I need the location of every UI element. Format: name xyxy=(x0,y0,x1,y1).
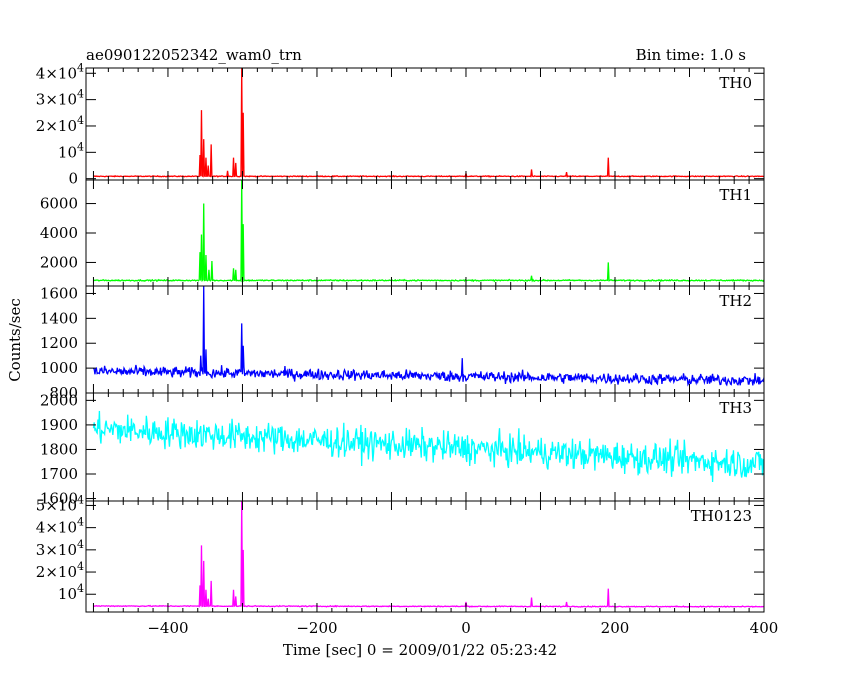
series-line-th0123 xyxy=(93,501,764,608)
y-tick-label: 2×104 xyxy=(36,114,84,135)
y-tick-label: 1700 xyxy=(40,465,78,483)
panel-frame xyxy=(85,67,765,181)
panel-th1: TH1 2000 4000 6000 xyxy=(40,179,765,287)
chart-title: ae090122052342_wam0_trn xyxy=(86,46,302,64)
panel-th2: TH2 800 1000 1200 1400 1600 xyxy=(40,284,765,402)
x-tick-label: 400 xyxy=(750,619,779,637)
series-line-th1 xyxy=(93,180,764,283)
y-tick-label: 1800 xyxy=(40,440,78,458)
panel-th0: TH0 0 104 2×104 3×104 4×104 xyxy=(36,61,765,188)
panel-frame xyxy=(85,179,765,287)
series-line-th3 xyxy=(92,410,764,482)
x-tick-labels: −400 −200 0 200 400 xyxy=(147,619,778,637)
x-tick-label: 0 xyxy=(461,619,471,637)
y-tick-label: 1600 xyxy=(40,490,78,508)
y-tick-label: 5×104 xyxy=(36,493,84,514)
y-tick-label: 4×104 xyxy=(36,61,84,82)
panel-th3: TH3 1600 1700 1800 1900 2000 xyxy=(40,391,765,508)
y-tick-label: 1900 xyxy=(40,416,78,434)
y-tick-label: 1200 xyxy=(40,334,78,352)
panel-label: TH2 xyxy=(719,292,752,310)
bin-time-label: Bin time: 1.0 s xyxy=(636,46,746,64)
y-tick-label: 1000 xyxy=(40,359,78,377)
panel-frame xyxy=(85,500,765,613)
y-tick-label: 6000 xyxy=(40,195,78,213)
series-line-th2 xyxy=(92,286,764,387)
x-tick-label: −400 xyxy=(147,619,188,637)
x-tick-label: 200 xyxy=(601,619,630,637)
y-tick-label: 2000 xyxy=(40,253,78,271)
y-tick-label: 1600 xyxy=(40,284,78,302)
y-tick-label: 800 xyxy=(49,384,78,402)
x-axis-label: Time [sec] 0 = 2009/01/22 05:23:42 xyxy=(283,641,557,659)
y-tick-label: 3×104 xyxy=(36,538,84,559)
y-tick-label: 4000 xyxy=(40,224,78,242)
panel-frame xyxy=(85,285,765,394)
y-tick-label: 3×104 xyxy=(36,88,84,109)
panel-label: TH0 xyxy=(719,74,752,92)
y-tick-label: 104 xyxy=(58,582,84,603)
y-tick-label: 4×104 xyxy=(36,516,84,537)
y-tick-label: 2×104 xyxy=(36,560,84,581)
y-tick-label: 2000 xyxy=(40,391,78,409)
x-tick-label: −200 xyxy=(296,619,337,637)
y-tick-label: 1400 xyxy=(40,309,78,327)
panel-label: TH3 xyxy=(719,399,752,417)
y-tick-label: 104 xyxy=(58,140,84,161)
y-tick-label: 0 xyxy=(68,170,78,188)
panels-group: TH001042×1043×1044×104TH1200040006000TH2… xyxy=(36,61,765,613)
series-line-th0 xyxy=(93,68,764,178)
panel-label: TH1 xyxy=(719,186,752,204)
y-axis-label: Counts/sec xyxy=(6,298,24,382)
panel-label: TH0123 xyxy=(691,507,752,525)
